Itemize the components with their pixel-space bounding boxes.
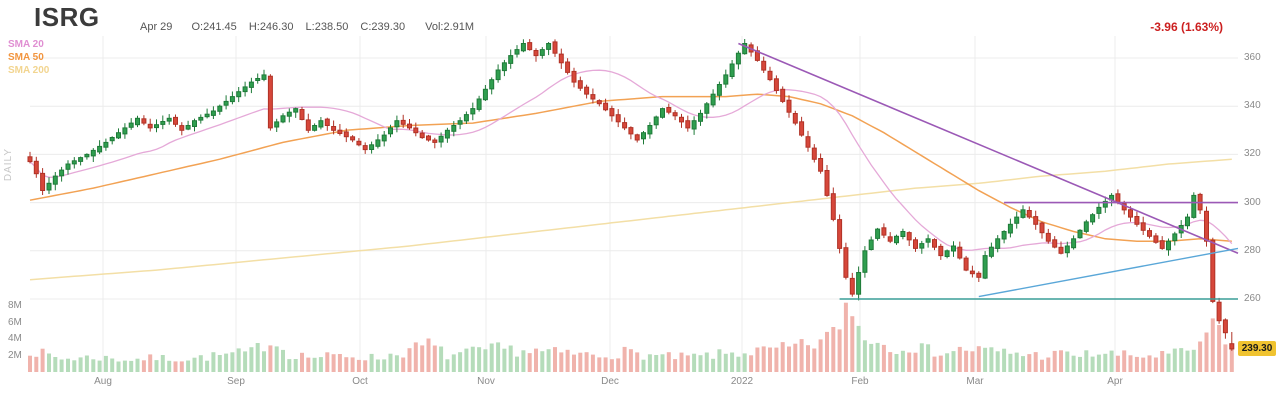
month-label: Sep [227, 376, 245, 387]
candlesticks [27, 39, 1235, 351]
month-label: Nov [477, 376, 495, 387]
volume-bars [28, 302, 1234, 372]
last-price-badge: 239.30 [1238, 340, 1276, 356]
low-value: L:238.50 [305, 21, 349, 33]
symbol-title: ISRG [34, 2, 100, 32]
legend-item: SMA 20 [8, 39, 44, 50]
month-label: Dec [601, 376, 619, 387]
timeframe-label: DAILY [3, 148, 14, 182]
volume-value: Vol:2.91M [425, 21, 475, 33]
price-tick-label: 320 [1244, 148, 1261, 160]
volume-tick-label: 2M [8, 349, 22, 361]
high-value: H:246.30 [248, 21, 294, 33]
descending-trendline [738, 42, 1239, 254]
month-label: Feb [851, 376, 869, 387]
date-label: Apr 29 [140, 21, 173, 33]
month-label: Mar [966, 376, 984, 387]
volume-tick-label: 8M [8, 300, 22, 311]
sma-legend: SMA 20 SMA 50 SMA 200 [8, 38, 49, 77]
ohlc-readout: Apr 29 O:241.45 H:246.30 L:238.50 C:239.… [140, 21, 483, 33]
month-label: Oct [352, 376, 368, 387]
sma-50-line [29, 93, 1232, 242]
month-label: Aug [94, 376, 112, 387]
volume-tick-label: 6M [8, 316, 22, 328]
close-value: C:239.30 [360, 21, 406, 33]
price-tick-label: 280 [1244, 244, 1261, 256]
open-value: O:241.45 [191, 21, 237, 33]
price-tick-label: 300 [1244, 196, 1261, 208]
price-tick-label: 340 [1244, 100, 1261, 112]
sma-200-line [29, 158, 1232, 281]
month-label: 2022 [730, 376, 754, 387]
ascending-trendline [978, 247, 1239, 298]
volume-tick-label: 4M [8, 333, 22, 344]
change-value: -3.96 (1.63%) [1150, 20, 1223, 34]
price-tick-label: 360 [1244, 52, 1261, 63]
legend-item: SMA 200 [8, 65, 50, 76]
sma-20-line [29, 69, 1233, 251]
month-label: Apr [1107, 376, 1123, 387]
legend-item: SMA 50 [8, 52, 44, 63]
price-tick-label: 260 [1244, 293, 1261, 304]
gridlines [30, 36, 1238, 372]
